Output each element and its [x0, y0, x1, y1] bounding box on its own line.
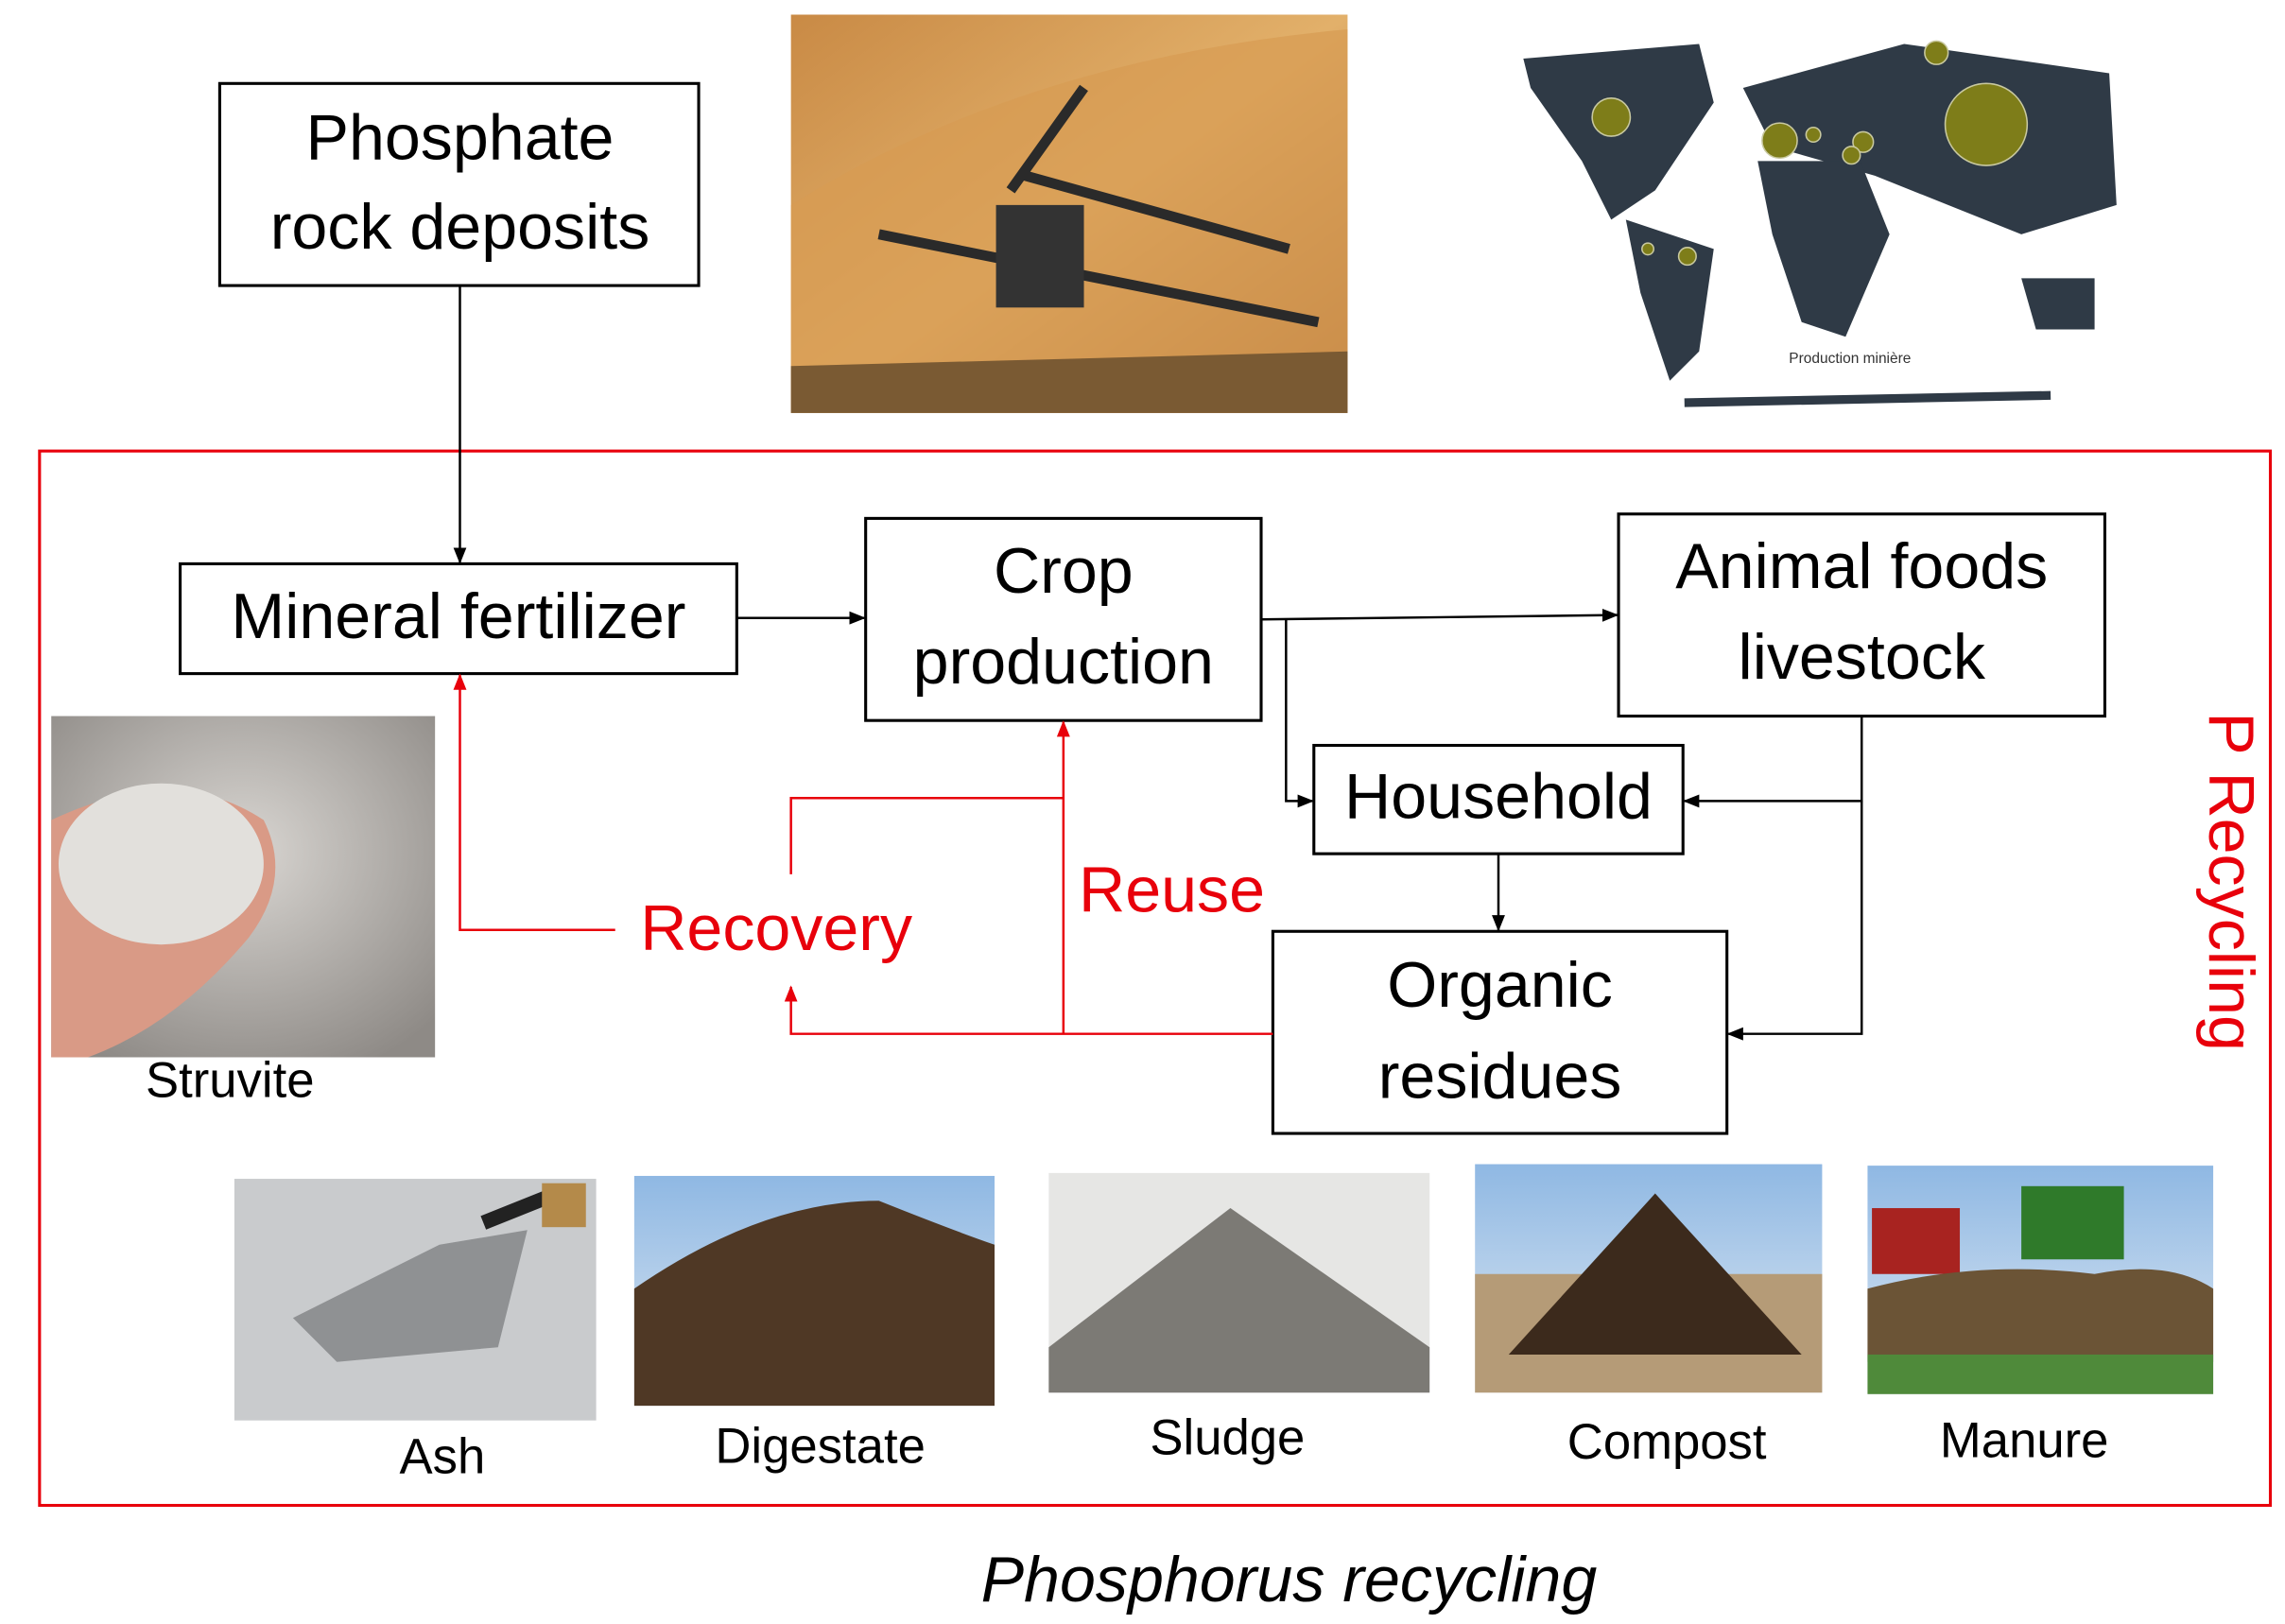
arrow [1685, 717, 1861, 802]
image-label: Manure [1940, 1412, 2109, 1468]
struvite-photo [51, 717, 435, 1058]
node-label: residues [1378, 1040, 1622, 1112]
node-label: production [913, 626, 1214, 698]
node-label: livestock [1739, 621, 1986, 693]
image-label: Compost [1567, 1414, 1767, 1470]
sludge-photo [1048, 1173, 1429, 1392]
node-label: Mineral fertilizer [231, 580, 685, 652]
page: {"header": {"source": {"lines": ["Phosph… [0, 0, 2285, 1624]
flow-label: Reuse [1079, 855, 1265, 926]
recovery-arrow [791, 798, 1064, 874]
ash-photo [234, 1179, 597, 1421]
node-label: Animal foods [1675, 530, 2048, 602]
recovery-arrow [459, 675, 615, 930]
digestate-photo [634, 1176, 995, 1406]
arrow [1261, 615, 1617, 620]
frame-label: P Recycling [2195, 712, 2267, 1051]
mine-photo [791, 14, 1348, 412]
map-caption: Production minière [1789, 351, 1911, 367]
node-label: Crop [994, 535, 1134, 607]
flow-label: Recovery [640, 892, 912, 964]
arrow [1728, 801, 1861, 1033]
image-label: Digestate [715, 1419, 925, 1475]
source-label: rock deposits [270, 191, 650, 263]
image-label: Ash [400, 1428, 486, 1484]
world-map: Production minière [1523, 41, 2116, 403]
diagram: Phosphate rock deposits Production miniè… [0, 0, 2285, 1624]
manure-photo [1867, 1166, 2213, 1394]
image-label: Struvite [146, 1052, 315, 1108]
arrow [1286, 619, 1312, 801]
source-label: Phosphate [306, 101, 615, 173]
recovery-arrow [791, 987, 1273, 1034]
caption: Phosphorus recycling [981, 1544, 1598, 1615]
image-label: Sludge [1150, 1409, 1305, 1465]
node-label: Household [1344, 760, 1653, 832]
node-label: Organic [1387, 949, 1613, 1021]
compost-photo [1475, 1165, 1822, 1393]
